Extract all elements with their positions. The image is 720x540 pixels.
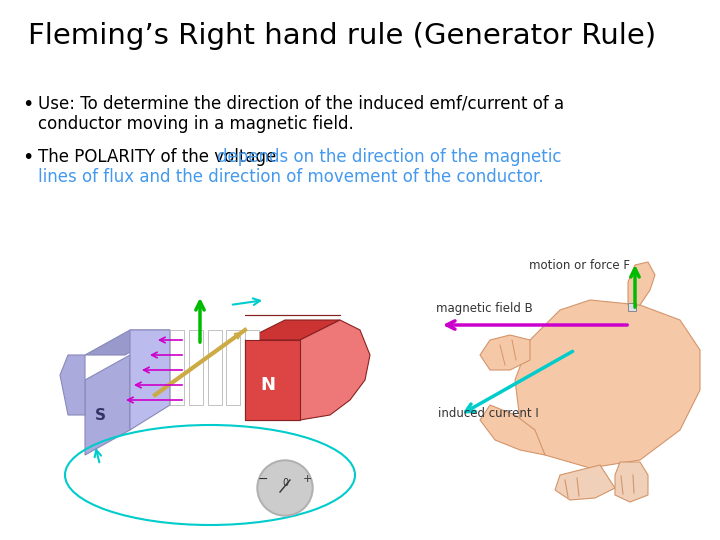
Text: S: S <box>94 408 106 422</box>
Circle shape <box>259 462 311 514</box>
Text: conductor moving in a magnetic field.: conductor moving in a magnetic field. <box>38 115 354 133</box>
Text: −: − <box>258 472 269 485</box>
Polygon shape <box>628 262 655 305</box>
Polygon shape <box>85 355 130 455</box>
Text: +: + <box>302 474 312 484</box>
FancyBboxPatch shape <box>245 330 259 405</box>
Circle shape <box>257 460 313 516</box>
FancyBboxPatch shape <box>226 330 240 405</box>
Polygon shape <box>130 330 170 430</box>
Text: •: • <box>22 95 33 114</box>
FancyBboxPatch shape <box>170 330 184 405</box>
Polygon shape <box>555 465 615 500</box>
FancyBboxPatch shape <box>189 330 203 405</box>
Polygon shape <box>60 355 85 415</box>
Text: depends on the direction of the magnetic: depends on the direction of the magnetic <box>217 148 562 166</box>
Text: Fleming’s Right hand rule (Generator Rule): Fleming’s Right hand rule (Generator Rul… <box>28 22 656 50</box>
Text: induced current I: induced current I <box>438 407 539 420</box>
Text: magnetic field B: magnetic field B <box>436 302 533 315</box>
Polygon shape <box>515 300 700 468</box>
FancyBboxPatch shape <box>628 303 636 311</box>
Polygon shape <box>480 405 545 455</box>
Polygon shape <box>300 320 370 420</box>
FancyBboxPatch shape <box>207 330 222 405</box>
Text: •: • <box>22 148 33 167</box>
Polygon shape <box>480 335 530 370</box>
Text: lines of flux and the direction of movement of the conductor.: lines of flux and the direction of movem… <box>38 168 544 186</box>
Text: 0: 0 <box>282 478 288 488</box>
Polygon shape <box>85 330 170 355</box>
Text: motion or force F: motion or force F <box>529 259 630 272</box>
Text: N: N <box>261 376 276 394</box>
Polygon shape <box>615 462 648 502</box>
Text: The POLARITY of the voltage: The POLARITY of the voltage <box>38 148 282 166</box>
Polygon shape <box>245 340 300 420</box>
Polygon shape <box>245 340 300 420</box>
Text: Use: To determine the direction of the induced emf/current of a: Use: To determine the direction of the i… <box>38 95 564 113</box>
Polygon shape <box>245 320 340 340</box>
